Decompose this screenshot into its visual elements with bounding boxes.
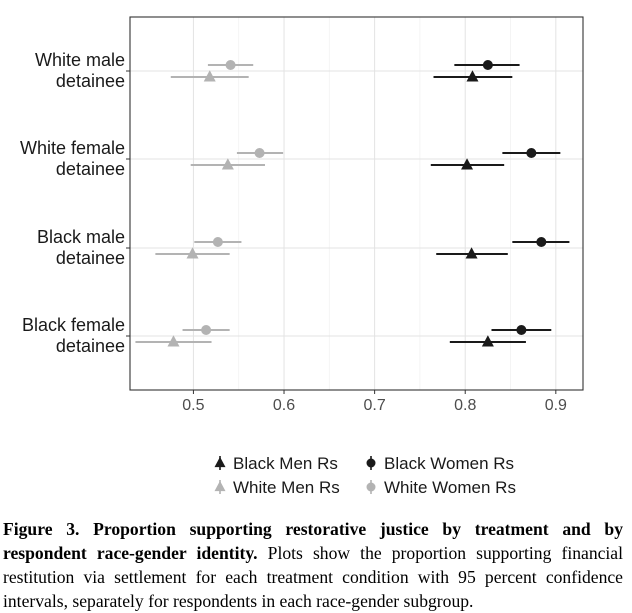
point-marker (481, 335, 494, 347)
legend-label: White Women Rs (384, 478, 516, 497)
point-marker (536, 237, 547, 247)
legend: Black Men Rs Black Women Rs White Men Rs Wh… (214, 454, 516, 497)
y-tick-label: White male detainee (35, 50, 125, 91)
series-black-women-rs (454, 60, 570, 335)
point-marker (516, 325, 527, 335)
point-marker (201, 325, 212, 335)
y-tick-label-line: detainee (56, 248, 125, 268)
point-marker (466, 70, 479, 82)
caption-text: Plots show the proportion supporting fin… (3, 543, 624, 611)
y-tick-label: White female detainee (20, 138, 125, 179)
point-marker (167, 335, 180, 347)
x-tick-label: 0.8 (454, 397, 476, 414)
legend-item: White Men Rs (214, 478, 340, 497)
x-tick-label: 0.5 (182, 397, 204, 414)
x-tick-label: 0.6 (273, 397, 295, 414)
y-tick-label-line: White female (20, 138, 125, 158)
legend-item: White Women Rs (366, 478, 516, 497)
gridlines (130, 17, 583, 390)
series-white-men-rs (135, 70, 265, 347)
figure-caption: Figure 3. Proportion supporting restorat… (3, 517, 623, 613)
y-tick-label: Black male detainee (37, 227, 125, 268)
legend-label: Black Men Rs (233, 454, 338, 473)
x-tick-label: 0.7 (363, 397, 385, 414)
y-tick-label-line: detainee (56, 159, 125, 179)
legend-label: Black Women Rs (384, 454, 514, 473)
point-marker (225, 60, 236, 70)
data-points (135, 60, 570, 347)
caption-label: Figure 3. Proportion supporting restorat… (3, 519, 623, 563)
point-marker (465, 247, 478, 259)
y-tick-label-line: detainee (56, 336, 125, 356)
y-tick-label-line: Black male (37, 227, 125, 247)
point-marker (254, 148, 265, 158)
point-marker (526, 148, 537, 158)
x-axis-labels: 0.5 0.6 0.7 0.8 0.9 (182, 390, 567, 414)
y-tick-label-line: Black female (22, 315, 125, 335)
point-marker (203, 70, 216, 82)
point-marker (186, 247, 199, 259)
y-tick-label-line: White male (35, 50, 125, 70)
legend-item: Black Men Rs (214, 454, 338, 473)
y-tick-label-line: detainee (56, 71, 125, 91)
y-tick-label: Black female detainee (22, 315, 125, 356)
point-marker (461, 158, 474, 170)
plot-panel-border (129, 16, 584, 391)
series-black-men-rs (430, 70, 526, 347)
point-marker (212, 237, 223, 247)
legend-item: Black Women Rs (366, 454, 514, 473)
legend-label: White Men Rs (233, 478, 340, 497)
point-marker (482, 60, 493, 70)
point-marker (221, 158, 234, 170)
series-white-women-rs (182, 60, 284, 335)
x-tick-label: 0.9 (545, 397, 567, 414)
